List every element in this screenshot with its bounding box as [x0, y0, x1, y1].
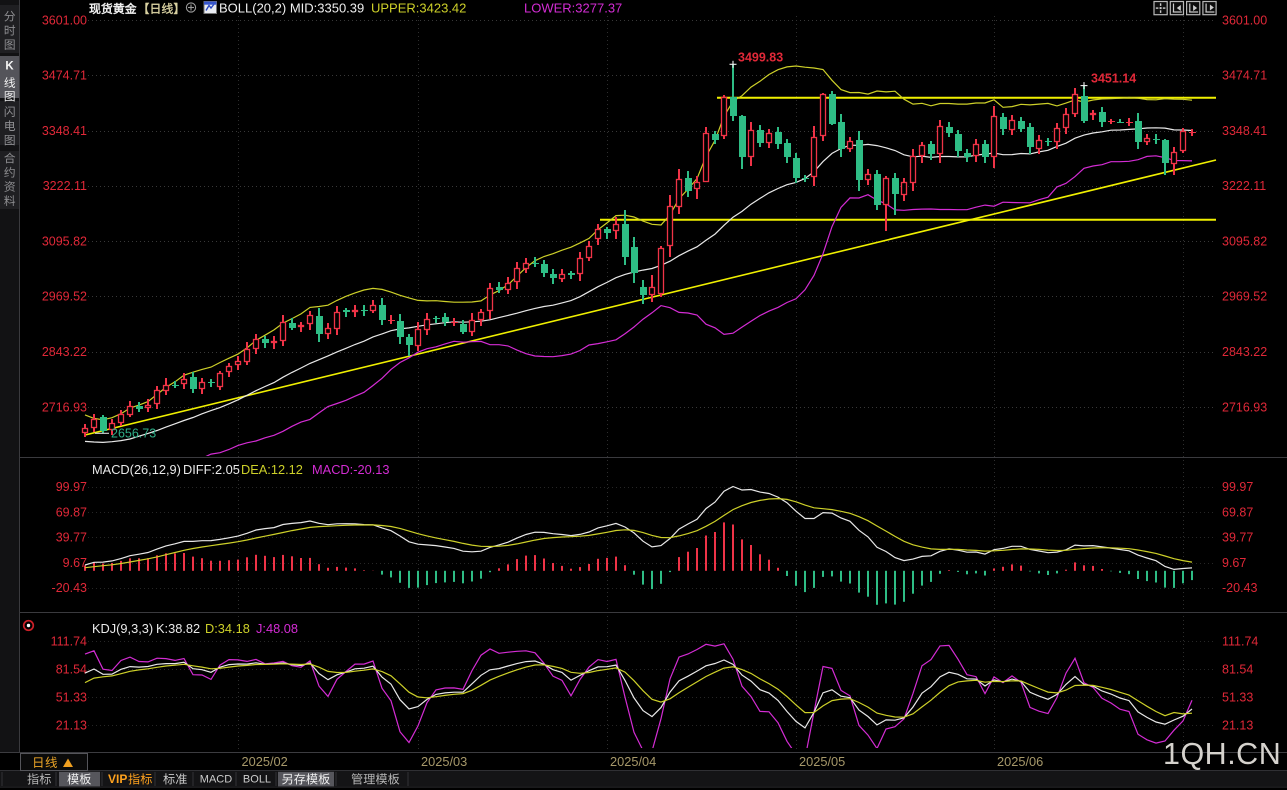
- svg-text:21.13: 21.13: [1222, 719, 1253, 733]
- svg-text:MACD: MACD: [200, 774, 232, 786]
- svg-text:2969.52: 2969.52: [1222, 290, 1267, 304]
- svg-text:2025/06: 2025/06: [997, 754, 1043, 769]
- svg-text:2025/03: 2025/03: [421, 754, 467, 769]
- svg-text:3451.14: 3451.14: [1091, 72, 1136, 86]
- svg-text:K:38.82: K:38.82: [156, 621, 200, 636]
- svg-text:51.33: 51.33: [56, 691, 87, 705]
- svg-text:MACD(26,12,9): MACD(26,12,9): [92, 462, 181, 477]
- svg-text:99.97: 99.97: [56, 480, 87, 494]
- svg-text:9.67: 9.67: [63, 556, 87, 570]
- svg-text:2025/02: 2025/02: [242, 754, 288, 769]
- svg-text:3348.41: 3348.41: [42, 124, 87, 138]
- svg-text:3095.82: 3095.82: [1222, 234, 1267, 248]
- svg-text:99.97: 99.97: [1222, 480, 1253, 494]
- svg-text:3474.71: 3474.71: [42, 69, 87, 83]
- svg-text:D:34.18: D:34.18: [205, 621, 250, 636]
- svg-text:81.54: 81.54: [56, 663, 87, 677]
- svg-text:3222.11: 3222.11: [43, 179, 87, 193]
- svg-text:VIP: VIP: [108, 772, 127, 786]
- svg-text:3474.71: 3474.71: [1222, 69, 1267, 83]
- svg-text:KDJ(9,3,3): KDJ(9,3,3): [92, 621, 153, 636]
- svg-text:MACD:-20.13: MACD:-20.13: [312, 462, 390, 477]
- svg-text:LOWER:3277.37: LOWER:3277.37: [524, 1, 622, 16]
- svg-text:51.33: 51.33: [1222, 691, 1253, 705]
- svg-text:3222.11: 3222.11: [1222, 179, 1266, 193]
- svg-text:3499.83: 3499.83: [738, 50, 783, 64]
- svg-text:39.77: 39.77: [56, 531, 87, 545]
- svg-text:39.77: 39.77: [1222, 531, 1253, 545]
- svg-text:BOLL: BOLL: [243, 774, 271, 786]
- svg-text:2656.73: 2656.73: [111, 426, 156, 440]
- svg-text:2843.22: 2843.22: [1222, 345, 1267, 359]
- svg-text:2716.93: 2716.93: [1222, 400, 1267, 414]
- svg-text:-20.43: -20.43: [52, 581, 87, 595]
- svg-text:81.54: 81.54: [1222, 663, 1253, 677]
- svg-text:21.13: 21.13: [56, 719, 87, 733]
- svg-text:-20.43: -20.43: [1222, 581, 1257, 595]
- svg-text:2969.52: 2969.52: [42, 290, 87, 304]
- svg-text:3601.00: 3601.00: [1222, 13, 1267, 27]
- svg-text:111.74: 111.74: [51, 634, 87, 648]
- svg-text:69.87: 69.87: [56, 506, 87, 520]
- svg-text:DIFF:2.05: DIFF:2.05: [183, 462, 240, 477]
- svg-text:3348.41: 3348.41: [1222, 124, 1267, 138]
- svg-text:J:48.08: J:48.08: [256, 621, 298, 636]
- svg-text:2716.93: 2716.93: [42, 400, 87, 414]
- svg-text:2025/04: 2025/04: [610, 754, 656, 769]
- svg-text:K: K: [5, 61, 14, 73]
- svg-text:1QH.CN: 1QH.CN: [1163, 737, 1281, 771]
- svg-text:2025/05: 2025/05: [799, 754, 845, 769]
- svg-text:UPPER:3423.42: UPPER:3423.42: [371, 1, 466, 16]
- svg-text:111.74: 111.74: [1222, 634, 1258, 648]
- svg-text:69.87: 69.87: [1222, 506, 1253, 520]
- svg-text:3601.00: 3601.00: [42, 13, 87, 27]
- svg-text:9.67: 9.67: [1222, 556, 1246, 570]
- svg-text:DEA:12.12: DEA:12.12: [241, 462, 303, 477]
- svg-text:3095.82: 3095.82: [42, 234, 87, 248]
- svg-text:2843.22: 2843.22: [42, 345, 87, 359]
- svg-text:BOLL(20,2) MID:3350.39: BOLL(20,2) MID:3350.39: [219, 1, 364, 16]
